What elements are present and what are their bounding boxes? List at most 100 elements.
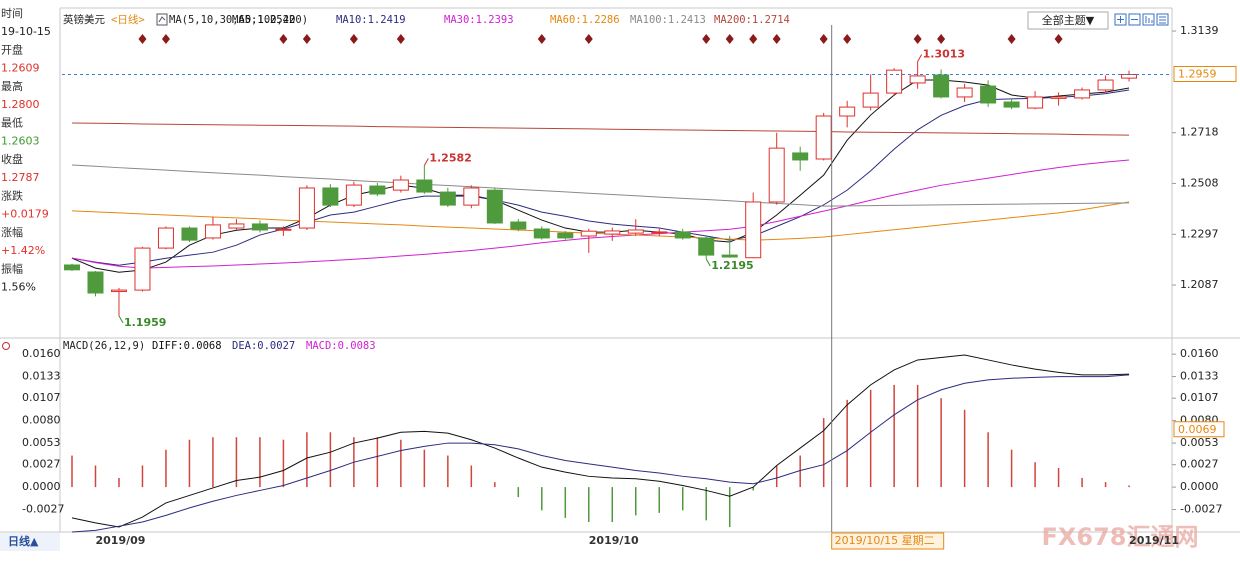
ma-line <box>71 164 1130 207</box>
candle-body <box>275 228 292 231</box>
y-tick-label: 0.0160 <box>1180 347 1219 360</box>
info-value: 1.2609 <box>1 62 40 75</box>
event-marker <box>302 34 311 44</box>
candle-body <box>533 228 550 239</box>
candle-body <box>674 231 691 239</box>
annotation-leader <box>423 158 429 166</box>
macd-bar <box>165 449 167 488</box>
macd-bar <box>893 384 895 488</box>
ma-line <box>71 122 1130 136</box>
legend-entry: MA10:1.2419 <box>336 14 406 26</box>
cursor-value-box <box>1173 421 1225 438</box>
macd-bar <box>541 487 543 511</box>
ma-line <box>71 89 1130 266</box>
macd-bar <box>494 482 496 488</box>
macd-bar <box>259 437 261 488</box>
info-value: 1.2800 <box>1 98 40 111</box>
theme-button[interactable] <box>1027 11 1109 30</box>
candle-body <box>228 223 245 229</box>
y-tick-label: 1.2297 <box>1180 227 1219 240</box>
candle-body <box>110 289 127 293</box>
macd-bar <box>212 437 214 488</box>
candle-body <box>839 106 856 117</box>
y-tick-label-left: 0.0000 <box>22 480 61 493</box>
macd-line <box>71 354 1130 528</box>
macd-bar <box>869 389 872 488</box>
macd-bar <box>306 432 308 488</box>
candle-body <box>64 264 80 271</box>
info-value: 1.2787 <box>1 171 40 184</box>
candle-body <box>1097 79 1114 91</box>
info-label: 时间 <box>1 7 23 20</box>
tool-icon-glyph <box>1117 16 1124 23</box>
macd-bar <box>728 487 731 528</box>
macd-bar <box>611 487 614 523</box>
macd-bar <box>1057 468 1060 488</box>
macd-bar <box>846 399 848 488</box>
ma-line <box>71 79 1130 273</box>
candle-body <box>815 115 832 160</box>
event-marker <box>584 34 593 44</box>
candle-body <box>792 152 809 161</box>
cursor-date: 2019/10/15 星期二 <box>835 534 935 547</box>
candle-body <box>251 223 268 231</box>
candle-body <box>87 271 104 294</box>
event-marker <box>279 34 288 44</box>
macd-bar <box>235 437 238 488</box>
macd-bar <box>71 455 73 488</box>
period-tab-bg[interactable] <box>0 533 60 551</box>
candle-body <box>886 69 903 94</box>
macd-bar <box>118 477 120 488</box>
macd-bar <box>564 487 567 518</box>
event-marker <box>1007 34 1016 44</box>
annotation-leader <box>118 315 124 324</box>
candle-body <box>322 187 339 206</box>
annotation-leader <box>705 258 711 267</box>
macd-bar <box>588 487 590 523</box>
legend-entry: MA100:1.2413 <box>630 14 706 26</box>
y-tick-label-left: 0.0053 <box>22 436 61 449</box>
info-label: 最低 <box>1 117 23 130</box>
macd-bar <box>1034 462 1036 488</box>
candle-body <box>392 179 409 191</box>
candle-icon[interactable] <box>156 13 168 26</box>
theme-button-label: 全部主题▼ <box>1042 13 1095 27</box>
candle-body <box>956 87 973 98</box>
event-marker <box>819 34 828 44</box>
info-value: +1.42% <box>1 244 45 257</box>
macd-bar <box>940 398 942 488</box>
legend-entry: MA30:1.2393 <box>444 14 514 26</box>
event-marker <box>161 34 170 44</box>
candle-body <box>345 184 362 206</box>
cursor-value-label: 0.0069 <box>1178 423 1217 436</box>
last-price-label: 1.2959 <box>1178 67 1217 80</box>
candle-body <box>157 227 174 249</box>
macd-bar <box>1104 482 1107 488</box>
candle-body <box>768 147 785 203</box>
legend-entry: MA60:1.2286 <box>550 14 620 26</box>
extreme-label: 1.2195 <box>711 259 753 272</box>
macd-legend: DEA:0.0027 <box>232 340 295 352</box>
symbol: 英镑美元 <box>63 13 105 26</box>
macd-bar <box>635 487 637 516</box>
x-tick-label: 2019/11 <box>1129 534 1179 547</box>
y-tick-label-left: 0.0160 <box>22 347 61 360</box>
event-marker <box>749 34 758 44</box>
info-label: 涨幅 <box>1 226 23 239</box>
y-tick-label: 0.0027 <box>1180 458 1219 471</box>
y-tick-label-left: 0.0027 <box>22 458 61 471</box>
event-marker <box>937 34 946 44</box>
info-value: +0.0179 <box>1 208 49 221</box>
event-marker <box>772 34 781 44</box>
macd-line <box>71 374 1130 533</box>
candle-body <box>1027 96 1044 109</box>
candle-body <box>204 224 221 239</box>
macd-icon[interactable] <box>2 342 10 350</box>
extreme-label: 1.3013 <box>923 47 965 60</box>
event-marker <box>138 34 147 44</box>
extreme-label: 1.2582 <box>429 152 471 165</box>
y-tick-label: 1.2087 <box>1180 278 1219 291</box>
period-tab[interactable]: 日线▲ <box>8 534 39 548</box>
ma-line <box>71 159 1130 269</box>
